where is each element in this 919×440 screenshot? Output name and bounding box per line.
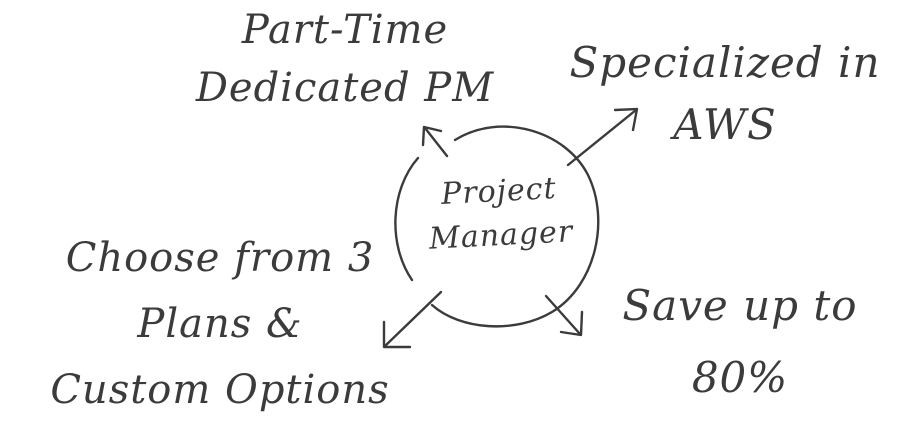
arrow-to-top	[421, 125, 449, 158]
node-top-label: Part-Time Dedicated PM	[170, 10, 520, 108]
center-circle-arc-left	[394, 156, 420, 282]
node-right-line-2: AWS	[673, 100, 777, 149]
node-top-line-2: Dedicated PM	[195, 65, 495, 111]
arrow-to-right	[566, 107, 639, 167]
node-left-line-2: Plans &	[137, 301, 303, 347]
node-bottom-line-1: Save up to	[622, 281, 858, 330]
node-bottom-label: Save up to 80%	[590, 285, 890, 399]
node-top-line-1: Part-Time	[241, 7, 449, 53]
node-left-line-1: Choose from 3	[65, 235, 375, 281]
node-left-line-3: Custom Options	[50, 367, 390, 413]
node-left-label: Choose from 3 Plans & Custom Options	[0, 238, 440, 410]
arrow-to-left	[382, 290, 443, 349]
center-circle	[430, 125, 600, 328]
arrow-to-bottom	[544, 294, 584, 337]
node-right-label: Specialized in AWS	[540, 42, 910, 146]
node-right-line-1: Specialized in	[569, 38, 881, 87]
node-bottom-line-2: 80%	[691, 353, 789, 402]
